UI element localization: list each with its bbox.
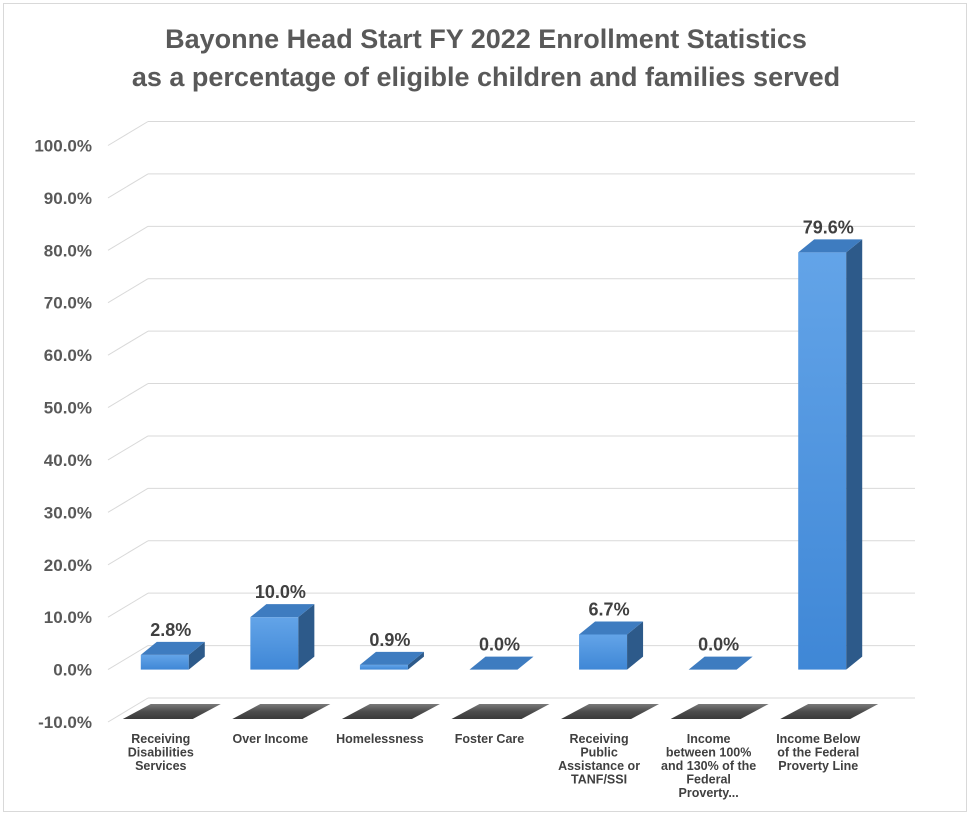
gridlines [107, 121, 915, 723]
y-tick-label: 30.0% [44, 503, 92, 522]
x-tick-label-line: Income Below [776, 732, 860, 746]
x-tick-label-line: Receiving [131, 732, 190, 746]
floor-pad [451, 704, 550, 719]
floor-pads [122, 704, 879, 719]
floor-pad [670, 704, 769, 719]
x-tick-label-line: Public [580, 746, 618, 760]
chart-title-line-2: as a percentage of eligible children and… [131, 62, 841, 92]
x-tick-label-line: and 130% of the [661, 759, 756, 773]
chart-title-line-1: Bayonne Head Start FY 2022 Enrollment St… [165, 24, 807, 54]
x-tick-label-line: Assistance or [558, 759, 640, 773]
bar-top [359, 651, 424, 665]
floor-pad [122, 704, 221, 719]
x-tick-label-line: of the Federal [777, 746, 859, 760]
bar-front [359, 664, 408, 670]
bar [688, 656, 753, 670]
y-tick-label: 40.0% [44, 451, 92, 470]
bar-top [688, 656, 753, 670]
data-label: 2.8% [150, 620, 191, 640]
x-tick-label: Receiving Disabilities Services [128, 732, 194, 773]
bar-front [579, 634, 628, 670]
x-tick-label-line: Services [135, 759, 186, 773]
bar-front [250, 617, 299, 670]
y-tick-label: 90.0% [44, 189, 92, 208]
x-tick-label-line: Federal [686, 773, 730, 787]
x-tick-label: Receiving Public Assistance or TANF/SSI [558, 732, 640, 787]
x-tick-label-line: Receiving [570, 732, 629, 746]
floor-pad [232, 704, 331, 719]
gridline-depth [107, 383, 149, 408]
x-tick-label-line: Proverty Line [778, 759, 858, 773]
gridline-depth [107, 173, 149, 199]
data-label: 0.0% [479, 635, 520, 655]
y-tick-label: 100.0% [34, 137, 92, 156]
gridline-depth [107, 278, 149, 304]
x-tick-label-line: Income [687, 732, 731, 746]
floor-pad [561, 704, 660, 719]
gridline-depth [107, 592, 149, 618]
bar-front [798, 252, 847, 670]
y-tick-label: 80.0% [44, 241, 92, 260]
gridline-depth [107, 330, 149, 356]
x-tick-label-line: Homelessness [336, 732, 424, 746]
y-tick-label: 10.0% [44, 608, 92, 627]
floor-pad [341, 704, 440, 719]
bars [140, 239, 863, 670]
chart-title: Bayonne Head Start FY 2022 Enrollment St… [0, 20, 972, 96]
x-tick-label: Over Income [232, 732, 308, 746]
data-label: 79.6% [803, 217, 854, 237]
bar-top [798, 239, 863, 253]
data-labels: 2.8% 10.0% 0.9% 0.0% 6.7% 0.0% 79.6% [150, 217, 853, 654]
gridline-depth [107, 697, 149, 723]
x-tick-label-line: between 100% [666, 746, 751, 760]
y-tick-label: 0.0% [53, 661, 92, 680]
data-label: 0.0% [698, 635, 739, 655]
x-tick-label-line: Disabilities [128, 746, 194, 760]
x-tick-label: Foster Care [455, 732, 525, 746]
bar-side [407, 651, 424, 670]
bar [250, 604, 315, 670]
bar [469, 656, 534, 670]
x-tick-label-line: Foster Care [455, 732, 525, 746]
y-tick-label: 20.0% [44, 556, 92, 575]
x-tick-label-line: TANF/SSI [571, 773, 627, 787]
x-tick-label-line: Over Income [232, 732, 308, 746]
bar-side [188, 641, 205, 670]
gridline-depth [107, 121, 149, 146]
bar-front [140, 654, 189, 670]
gridline-depth [107, 540, 149, 566]
x-tick-label-line: Proverty... [679, 786, 739, 800]
y-tick-label: 50.0% [44, 399, 92, 418]
bar [798, 239, 863, 670]
bar-top [469, 656, 534, 670]
gridline-depth [107, 645, 149, 671]
y-tick-label: 70.0% [44, 294, 92, 313]
bar-side [627, 621, 644, 670]
y-tick-label: -10.0% [38, 713, 92, 732]
bar-side [846, 239, 863, 670]
y-tick-label: 60.0% [44, 346, 92, 365]
gridline-depth [107, 435, 149, 461]
bar-side [298, 604, 315, 670]
gridline-depth [107, 487, 149, 513]
data-label: 10.0% [255, 582, 306, 602]
data-label: 0.9% [369, 630, 410, 650]
bar-top [250, 604, 315, 618]
gridline-depth [107, 225, 149, 251]
bar [140, 641, 205, 670]
data-label: 6.7% [589, 599, 630, 619]
y-axis: -10.0% 0.0% 10.0% 20.0% 30.0% 40.0% 50.0% 60.0%… [34, 137, 92, 733]
x-tick-label: Homelessness [336, 732, 424, 746]
bar [359, 651, 424, 670]
bar-top [140, 641, 205, 655]
bar-top [579, 621, 644, 635]
bar [579, 621, 644, 670]
x-tick-label: Income between 100% and 130% of the Federal… [661, 732, 756, 800]
x-tick-label: Income Below of the Federal Proverty Line [776, 732, 860, 773]
floor-pad [780, 704, 879, 719]
